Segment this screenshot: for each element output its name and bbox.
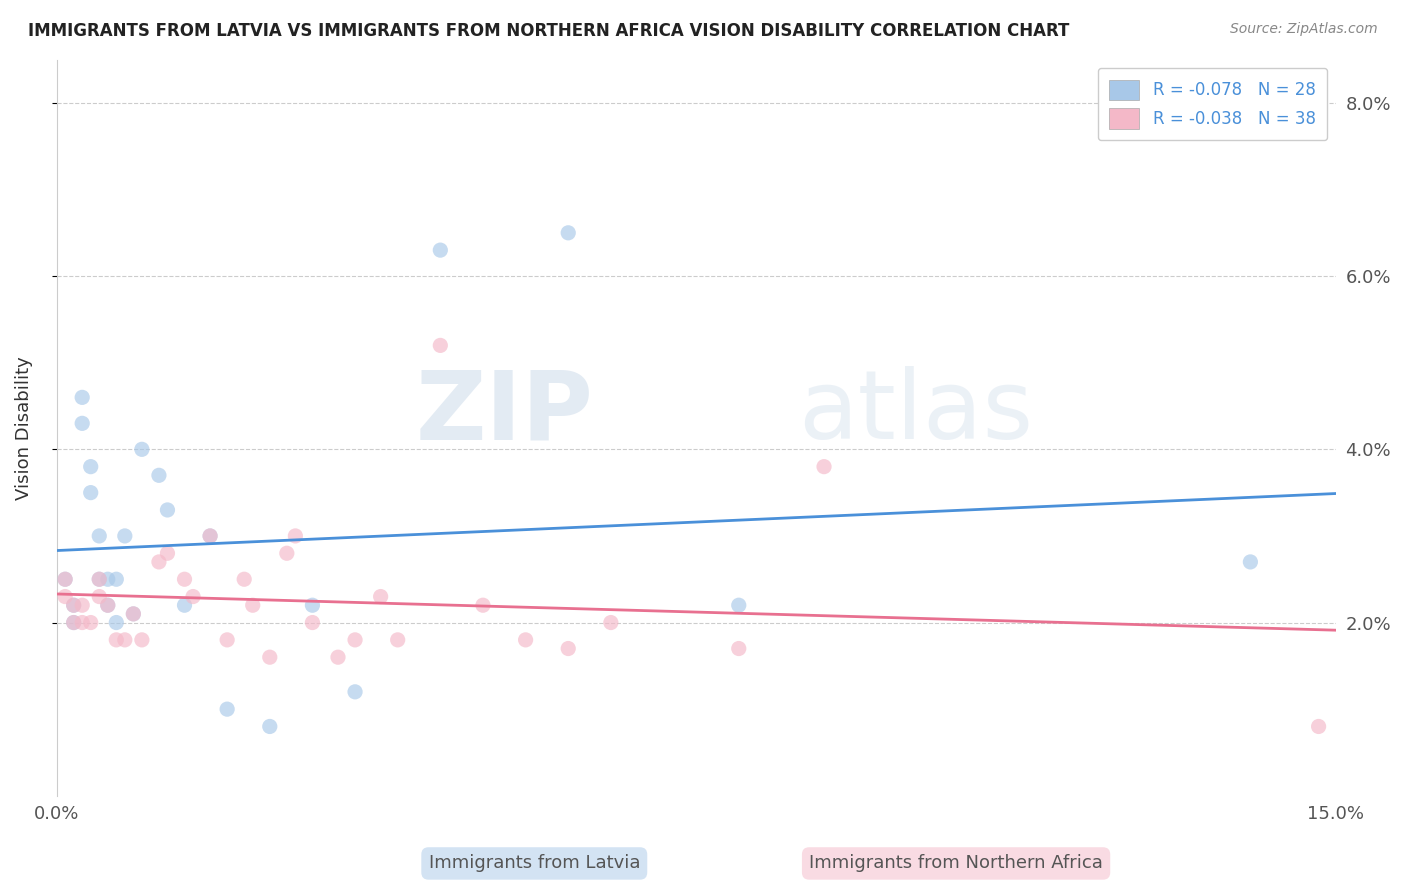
Point	[344, 685, 367, 699]
Text: ZIP: ZIP	[416, 367, 593, 459]
Point	[89, 590, 111, 604]
Point	[198, 529, 221, 543]
Point	[53, 590, 76, 604]
Point	[122, 607, 145, 621]
Point	[131, 442, 153, 457]
Point	[813, 459, 835, 474]
Text: Immigrants from Latvia: Immigrants from Latvia	[429, 855, 640, 872]
Point	[80, 459, 103, 474]
Point	[242, 599, 264, 613]
Point	[89, 572, 111, 586]
Point	[148, 468, 170, 483]
Point	[62, 615, 84, 630]
Point	[62, 599, 84, 613]
Point	[370, 590, 392, 604]
Point	[53, 572, 76, 586]
Point	[122, 607, 145, 621]
Point	[557, 226, 579, 240]
Point	[114, 529, 136, 543]
Point	[1239, 555, 1261, 569]
Point	[80, 485, 103, 500]
Point	[148, 555, 170, 569]
Text: Immigrants from Northern Africa: Immigrants from Northern Africa	[808, 855, 1104, 872]
Point	[70, 599, 93, 613]
Point	[217, 702, 239, 716]
Point	[62, 615, 84, 630]
Point	[301, 599, 323, 613]
Point	[1308, 719, 1330, 733]
Point	[515, 632, 537, 647]
Point	[429, 243, 451, 257]
Point	[276, 546, 298, 560]
Point	[217, 632, 239, 647]
Point	[259, 650, 281, 665]
Point	[344, 632, 367, 647]
Point	[198, 529, 221, 543]
Point	[105, 572, 128, 586]
Point	[62, 599, 84, 613]
Point	[181, 590, 204, 604]
Point	[89, 529, 111, 543]
Point	[105, 615, 128, 630]
Text: IMMIGRANTS FROM LATVIA VS IMMIGRANTS FROM NORTHERN AFRICA VISION DISABILITY CORR: IMMIGRANTS FROM LATVIA VS IMMIGRANTS FRO…	[28, 22, 1070, 40]
Text: atlas: atlas	[799, 367, 1033, 459]
Point	[557, 641, 579, 656]
Point	[326, 650, 349, 665]
Point	[471, 599, 494, 613]
Point	[387, 632, 409, 647]
Point	[727, 599, 749, 613]
Point	[727, 641, 749, 656]
Point	[301, 615, 323, 630]
Point	[259, 719, 281, 733]
Legend: R = -0.078   N = 28, R = -0.038   N = 38: R = -0.078 N = 28, R = -0.038 N = 38	[1098, 68, 1327, 140]
Point	[173, 599, 195, 613]
Point	[429, 338, 451, 352]
Point	[173, 572, 195, 586]
Point	[70, 615, 93, 630]
Point	[131, 632, 153, 647]
Point	[156, 503, 179, 517]
Point	[156, 546, 179, 560]
Text: Source: ZipAtlas.com: Source: ZipAtlas.com	[1230, 22, 1378, 37]
Point	[70, 390, 93, 404]
Point	[599, 615, 621, 630]
Point	[284, 529, 307, 543]
Point	[70, 417, 93, 431]
Point	[97, 599, 120, 613]
Point	[114, 632, 136, 647]
Y-axis label: Vision Disability: Vision Disability	[15, 356, 32, 500]
Point	[97, 599, 120, 613]
Point	[97, 572, 120, 586]
Point	[53, 572, 76, 586]
Point	[233, 572, 256, 586]
Point	[80, 615, 103, 630]
Point	[105, 632, 128, 647]
Point	[89, 572, 111, 586]
